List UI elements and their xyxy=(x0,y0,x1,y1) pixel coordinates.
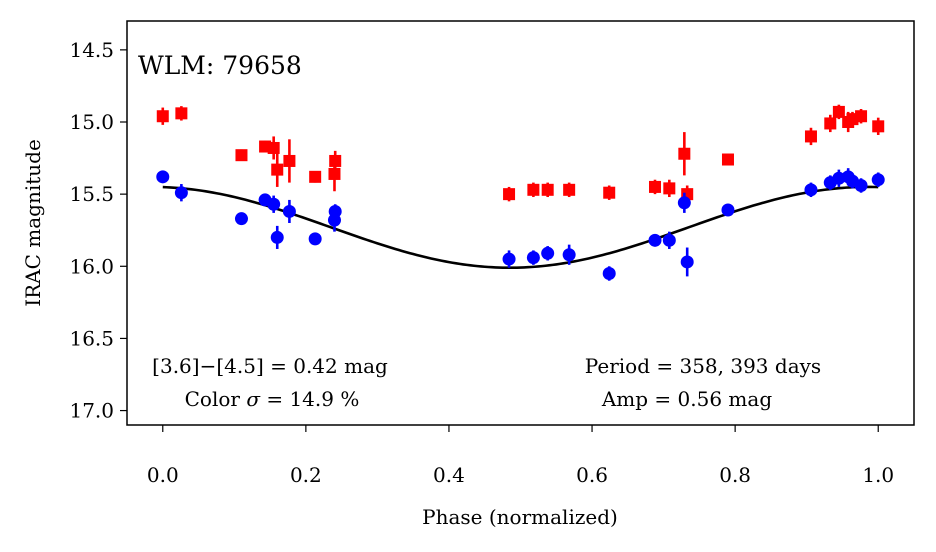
data-point-square xyxy=(872,120,885,133)
data-point-square xyxy=(563,183,576,196)
data-point-square xyxy=(603,186,616,199)
data-point-circle xyxy=(541,246,555,260)
x-tick-label: 0.6 xyxy=(576,463,608,487)
data-point-square xyxy=(328,167,341,180)
model-layer xyxy=(162,185,879,270)
data-point-circle xyxy=(602,267,616,280)
data-point-square xyxy=(267,141,280,154)
data-point-square xyxy=(855,110,868,123)
plot-frame xyxy=(126,20,915,426)
data-point-square xyxy=(678,147,691,160)
amplitude-annotation: Amp = 0.56 mag xyxy=(601,387,772,411)
color-suffix: = 14.9 % xyxy=(260,387,359,411)
data-point-square xyxy=(156,110,169,123)
data-point-circle xyxy=(267,197,281,211)
period-annotation: Period = 358, 393 days xyxy=(585,354,821,378)
data-point-square xyxy=(663,182,676,195)
x-tick-label: 0.4 xyxy=(433,463,465,487)
model-curve xyxy=(162,185,879,270)
data-point-circle xyxy=(282,204,296,218)
color-annotation-line2: Color σ = 14.9 % xyxy=(185,387,360,411)
data-point-square xyxy=(804,130,817,143)
data-point-square xyxy=(541,183,554,196)
data-point-square xyxy=(527,183,540,196)
data-point-square xyxy=(832,105,845,118)
data-point-circle xyxy=(174,186,188,200)
data-point-circle xyxy=(854,178,868,192)
data-point-square xyxy=(283,154,296,167)
y-tick-label: 14.5 xyxy=(69,38,114,62)
data-point-square xyxy=(175,107,188,120)
color-annotation-line1: [3.6]−[4.5] = 0.42 mag xyxy=(152,354,388,378)
x-tick-label: 0.2 xyxy=(290,463,322,487)
data-point-circle xyxy=(804,183,818,197)
chart-title: WLM: 79658 xyxy=(138,51,302,80)
data-point-circle xyxy=(270,230,284,244)
series-blue-circles xyxy=(156,168,885,281)
x-tick-label: 1.0 xyxy=(862,463,894,487)
data-point-circle xyxy=(680,255,694,269)
data-point-square xyxy=(271,163,284,176)
sigma-symbol: σ xyxy=(246,387,261,411)
data-point-circle xyxy=(526,251,540,265)
data-point-circle xyxy=(502,252,516,266)
series-red-squares xyxy=(156,104,885,203)
data-point-square xyxy=(824,117,837,130)
axes-layer: 0.0 0.2 0.4 0.6 0.8 1.0 14.5 15.0 15.5 16.0 16.5 17… xyxy=(69,38,894,487)
x-tick-label: 0.0 xyxy=(147,463,179,487)
data-point-square xyxy=(309,170,322,183)
data-point-circle xyxy=(677,196,691,210)
data-point-square xyxy=(649,180,662,193)
y-tick-label: 16.5 xyxy=(69,326,114,350)
data-points-layer xyxy=(156,104,885,281)
data-point-circle xyxy=(562,248,576,262)
data-point-circle xyxy=(328,204,342,218)
x-axis-label: Phase (normalized) xyxy=(422,505,618,529)
data-point-square xyxy=(503,188,516,201)
y-tick-label: 17.0 xyxy=(69,399,114,423)
data-point-circle xyxy=(662,233,676,247)
data-point-square xyxy=(721,153,734,166)
data-point-circle xyxy=(308,232,322,246)
data-point-circle xyxy=(648,233,662,247)
data-point-circle xyxy=(156,170,170,184)
color-prefix: Color xyxy=(185,387,247,411)
y-tick-label: 15.0 xyxy=(69,110,114,134)
y-axis-label: IRAC magnitude xyxy=(21,139,45,307)
x-tick-label: 0.8 xyxy=(719,463,751,487)
data-point-square xyxy=(235,149,248,162)
data-point-square xyxy=(329,154,342,167)
y-tick-label: 15.5 xyxy=(69,182,114,206)
y-tick-label: 16.0 xyxy=(69,254,114,278)
data-point-circle xyxy=(871,173,885,187)
data-point-circle xyxy=(721,203,735,217)
data-point-circle xyxy=(234,212,248,226)
